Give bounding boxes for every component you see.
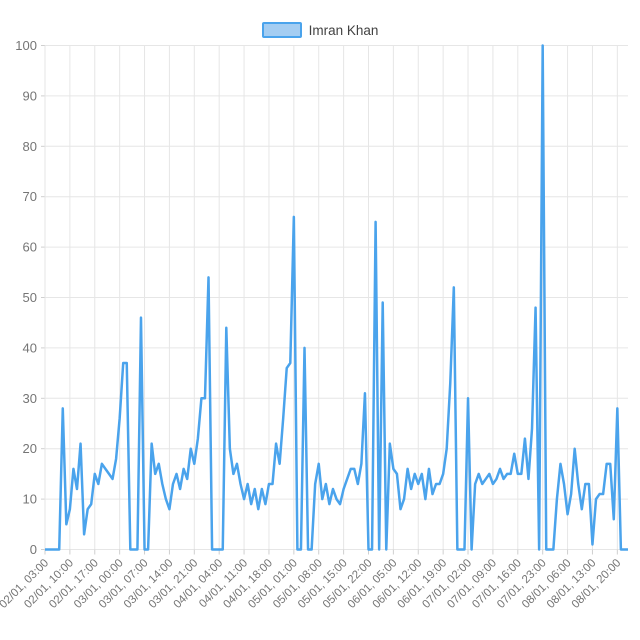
y-axis-tick-label: 80 <box>23 139 37 154</box>
y-axis-tick-label: 40 <box>23 340 37 355</box>
y-axis-tick-label: 60 <box>23 240 37 255</box>
y-axis-tick-label: 10 <box>23 492 37 507</box>
series-line-imran-khan[interactable] <box>45 44 628 551</box>
y-axis-tick-label: 100 <box>15 38 37 53</box>
y-axis-tick-label: 30 <box>23 391 37 406</box>
y-axis-tick-label: 50 <box>23 290 37 305</box>
y-axis-tick-label: 90 <box>23 88 37 103</box>
y-axis-tick-label: 0 <box>30 542 37 557</box>
y-axis-tick-label: 70 <box>23 189 37 204</box>
y-axis-tick-label: 20 <box>23 441 37 456</box>
